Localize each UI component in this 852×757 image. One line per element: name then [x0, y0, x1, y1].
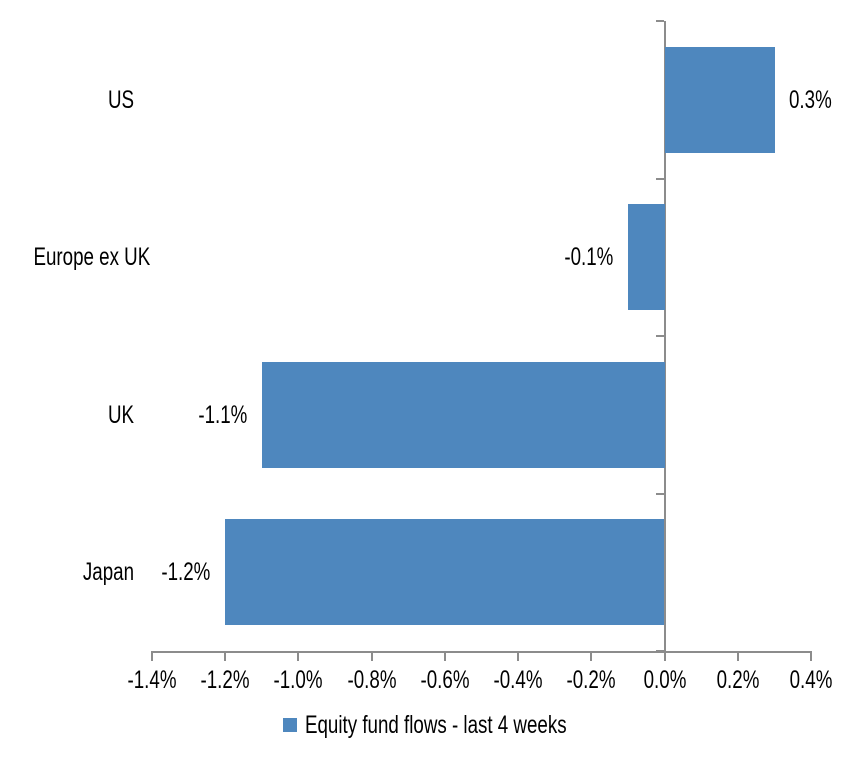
bar-uk [262, 362, 665, 468]
x-tick [151, 651, 153, 661]
value-label-uk: -1.1% [198, 401, 247, 429]
category-label-europe-ex-uk: Europe ex UK [33, 243, 151, 271]
x-tick [371, 651, 373, 661]
y-tick [656, 178, 664, 180]
bar-us [665, 47, 775, 153]
x-tick [224, 651, 226, 661]
x-tick-label: -1.0% [273, 666, 323, 694]
x-tick [444, 651, 446, 661]
x-tick-label: -0.8% [347, 666, 397, 694]
legend-label: Equity fund flows - last 4 weeks [305, 711, 567, 739]
value-label-us: 0.3% [789, 86, 832, 114]
x-tick [737, 651, 739, 661]
legend: Equity fund flows - last 4 weeks [283, 711, 654, 739]
x-tick [810, 651, 812, 661]
x-tick-label: -0.6% [420, 666, 470, 694]
x-tick-label: 0.0% [643, 666, 687, 694]
y-tick [656, 650, 664, 652]
x-tick-label: -1.4% [127, 666, 177, 694]
x-tick-label: -1.2% [200, 666, 250, 694]
x-tick [664, 651, 666, 661]
y-tick [656, 493, 664, 495]
x-tick-label: -0.2% [566, 666, 616, 694]
x-axis-line [151, 651, 812, 653]
y-tick [656, 20, 664, 22]
bar-europe-ex-uk [628, 204, 665, 310]
value-label-japan: -1.2% [161, 558, 210, 586]
category-label-uk: UK [107, 401, 134, 429]
bar-japan [225, 519, 664, 625]
y-axis-line [664, 21, 666, 653]
y-tick [656, 335, 664, 337]
category-label-us: US [107, 86, 134, 114]
category-label-japan: Japan [82, 558, 134, 586]
value-label-europe-ex-uk: -0.1% [564, 243, 613, 271]
x-tick [517, 651, 519, 661]
x-tick [590, 651, 592, 661]
x-tick-label: 0.4% [789, 666, 833, 694]
x-tick-label: -0.4% [493, 666, 543, 694]
legend-swatch-icon [283, 718, 297, 732]
x-tick [297, 651, 299, 661]
x-tick-label: 0.2% [716, 666, 760, 694]
